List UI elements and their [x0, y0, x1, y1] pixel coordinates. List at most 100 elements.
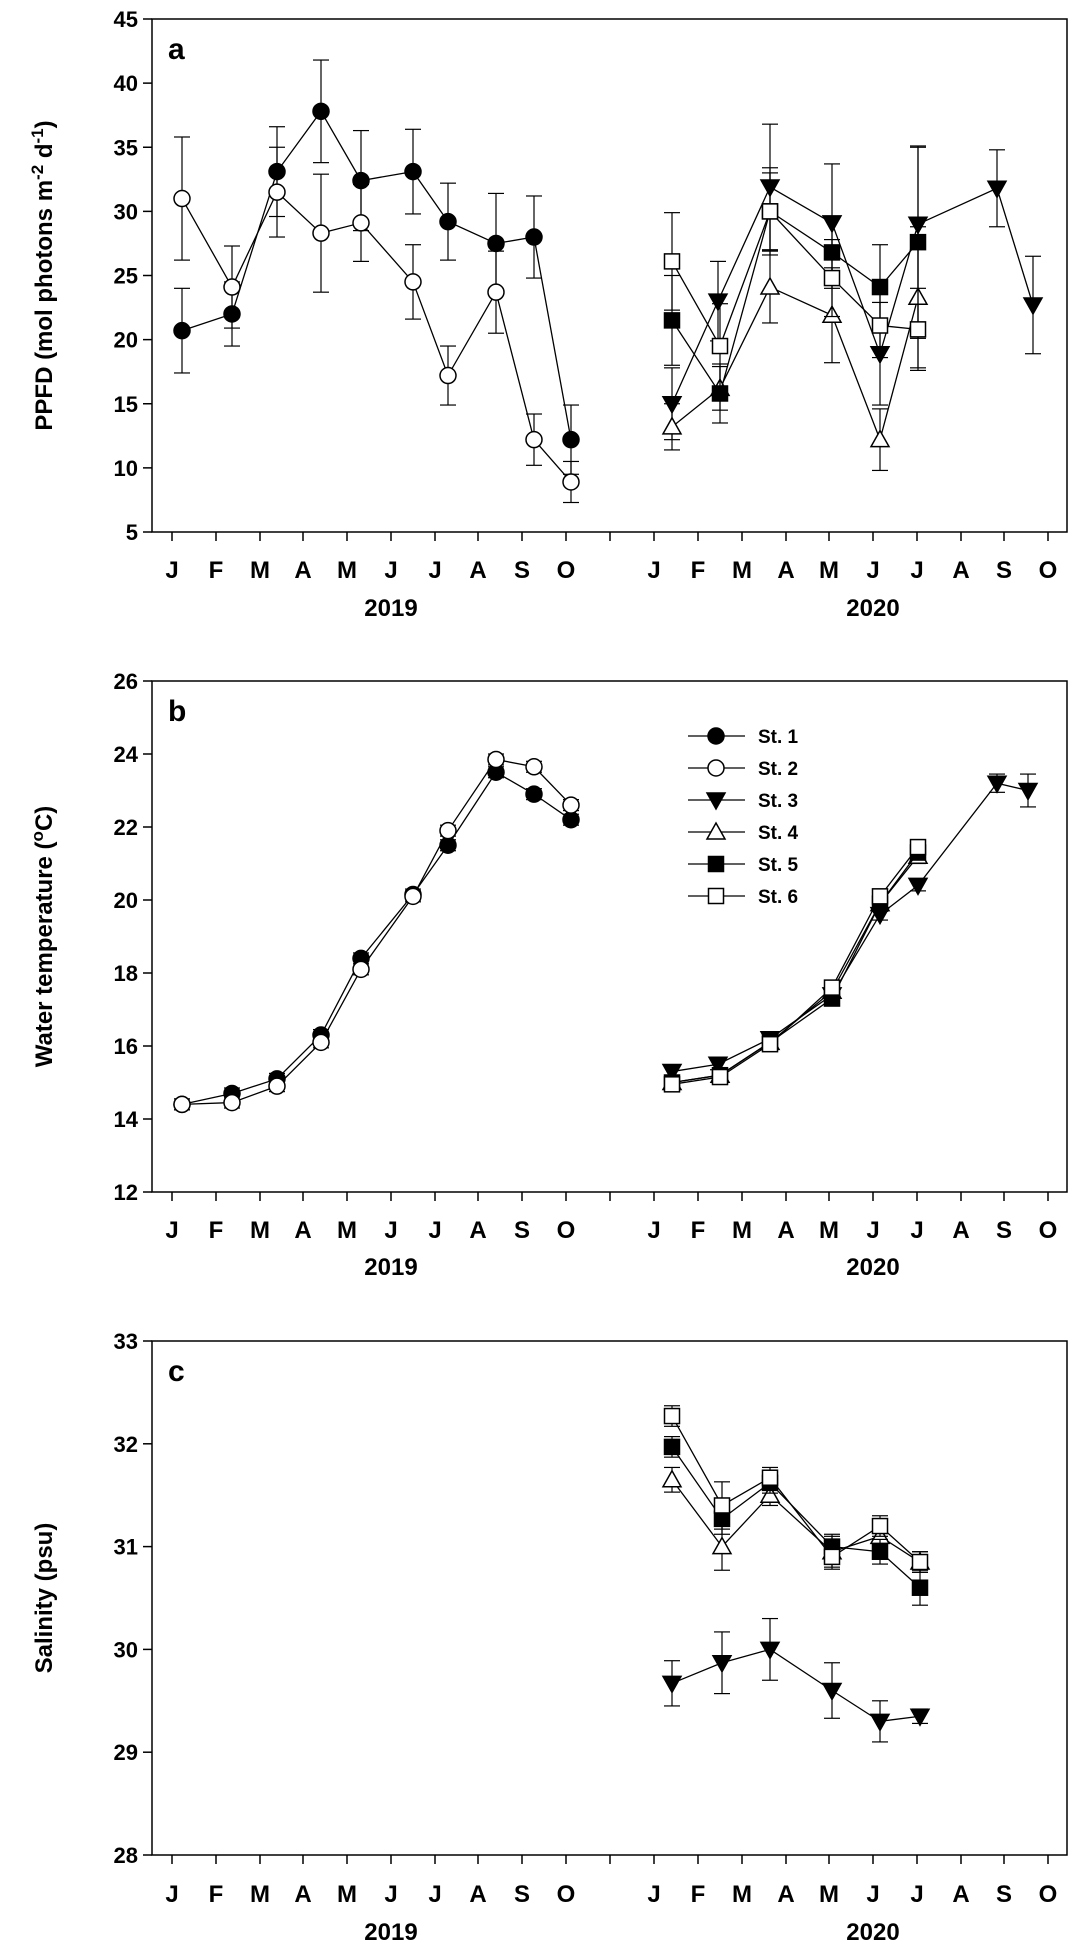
x-month-label: A	[952, 1881, 969, 1908]
data-point	[661, 1675, 683, 1694]
data-point	[525, 228, 543, 246]
y-tick-label: 5	[126, 520, 138, 545]
data-point	[707, 1056, 729, 1075]
data-point	[1022, 297, 1044, 316]
plot-frame	[151, 18, 1068, 533]
x-month-label: J	[910, 1217, 923, 1244]
data-point	[173, 189, 191, 208]
y-tick-label: 18	[114, 961, 138, 986]
x-month-label: M	[337, 1881, 357, 1908]
data-point	[761, 203, 779, 220]
series-st-6	[663, 167, 927, 389]
x-month-label: M	[819, 557, 839, 584]
data-point	[761, 1469, 779, 1486]
x-month-label: O	[557, 1217, 576, 1244]
y-axis-title: Salinity (psu)	[31, 1523, 58, 1674]
legend-label: St. 3	[758, 791, 798, 812]
x-month-label: S	[996, 1217, 1012, 1244]
data-point	[404, 887, 422, 906]
x-month-label: M	[819, 1217, 839, 1244]
series-st-1	[173, 763, 580, 1114]
data-point	[871, 1517, 889, 1535]
x-month-label: J	[866, 557, 879, 584]
data-point	[663, 1407, 681, 1425]
x-month-label: S	[514, 1881, 530, 1908]
y-axis-title: PPFD (mol photons m-2 d-1)	[28, 120, 59, 430]
x-month-label: F	[691, 557, 706, 584]
x-month-label: J	[910, 557, 923, 584]
data-point	[871, 278, 889, 296]
x-year-label: 2019	[364, 1254, 417, 1281]
data-point	[823, 979, 841, 996]
legend: St. 1 St. 2 St. 3 St. 4 St. 5 St. 6	[688, 727, 799, 908]
panel-letter: c	[168, 1355, 185, 1388]
x-month-label: J	[647, 557, 660, 584]
x-month-label: J	[165, 1881, 178, 1908]
y-axis-title-superscript: -2	[28, 165, 47, 180]
x-month-label: J	[384, 557, 397, 584]
y-tick-label: 16	[114, 1034, 138, 1059]
data-point	[439, 212, 457, 231]
y-axis-title-superscript: o	[28, 831, 47, 841]
x-month-label: S	[514, 1217, 530, 1244]
y-tick-label: 29	[114, 1740, 138, 1765]
x-month-label: O	[1039, 1881, 1058, 1908]
x-month-label: M	[819, 1881, 839, 1908]
x-month-label: M	[337, 1217, 357, 1244]
y-axis-title-text: PPFD (mol photons m	[31, 180, 58, 431]
series-st-5	[663, 145, 927, 424]
panel-letter: b	[168, 695, 186, 728]
data-point	[661, 416, 683, 435]
data-point	[268, 1077, 286, 1095]
data-point	[759, 1641, 781, 1660]
y-tick-label: 28	[114, 1843, 138, 1868]
series-line	[181, 771, 572, 1106]
legend-marker	[705, 821, 727, 840]
series-line	[671, 846, 919, 1085]
data-point	[711, 337, 729, 355]
data-point	[562, 473, 580, 491]
plot-frame	[151, 1340, 1068, 1856]
x-month-label: J	[165, 557, 178, 584]
data-point	[525, 785, 543, 803]
data-point	[487, 234, 505, 253]
series-st-4	[661, 845, 929, 1091]
series-st-6	[663, 1405, 929, 1573]
x-month-label: M	[250, 557, 270, 584]
data-point	[312, 1033, 330, 1052]
x-month-label: A	[469, 1881, 486, 1908]
legend-label: St. 2	[758, 759, 798, 780]
legend-label: St. 5	[758, 855, 799, 876]
x-month-label: F	[209, 557, 224, 584]
x-month-label: A	[294, 1881, 311, 1908]
y-axis-title-text: )	[31, 120, 58, 128]
series-st-2	[173, 136, 580, 504]
x-year-label: 2019	[364, 595, 417, 622]
x-month-label: S	[514, 557, 530, 584]
x-year-label: 2020	[846, 1919, 899, 1946]
series-st-2	[173, 750, 580, 1114]
data-point	[312, 102, 330, 121]
y-tick-label: 22	[114, 815, 138, 840]
x-month-label: J	[384, 1217, 397, 1244]
x-month-label: J	[866, 1217, 879, 1244]
x-month-label: A	[952, 1217, 969, 1244]
series-st-4	[661, 1466, 931, 1573]
series-st-3	[661, 1617, 931, 1743]
data-point	[352, 214, 370, 232]
x-year-label: 2020	[846, 595, 899, 622]
y-tick-label: 31	[114, 1535, 138, 1560]
data-point	[761, 1035, 779, 1053]
data-point	[823, 1548, 841, 1566]
series-line	[181, 758, 572, 1106]
series-line	[671, 186, 1034, 405]
data-point	[439, 366, 457, 385]
data-point	[711, 1655, 733, 1674]
x-month-label: A	[294, 557, 311, 584]
x-month-label: J	[910, 1881, 923, 1908]
x-month-label: O	[557, 1881, 576, 1908]
series-line	[671, 286, 919, 442]
data-point	[525, 758, 543, 776]
y-tick-label: 20	[114, 328, 138, 353]
